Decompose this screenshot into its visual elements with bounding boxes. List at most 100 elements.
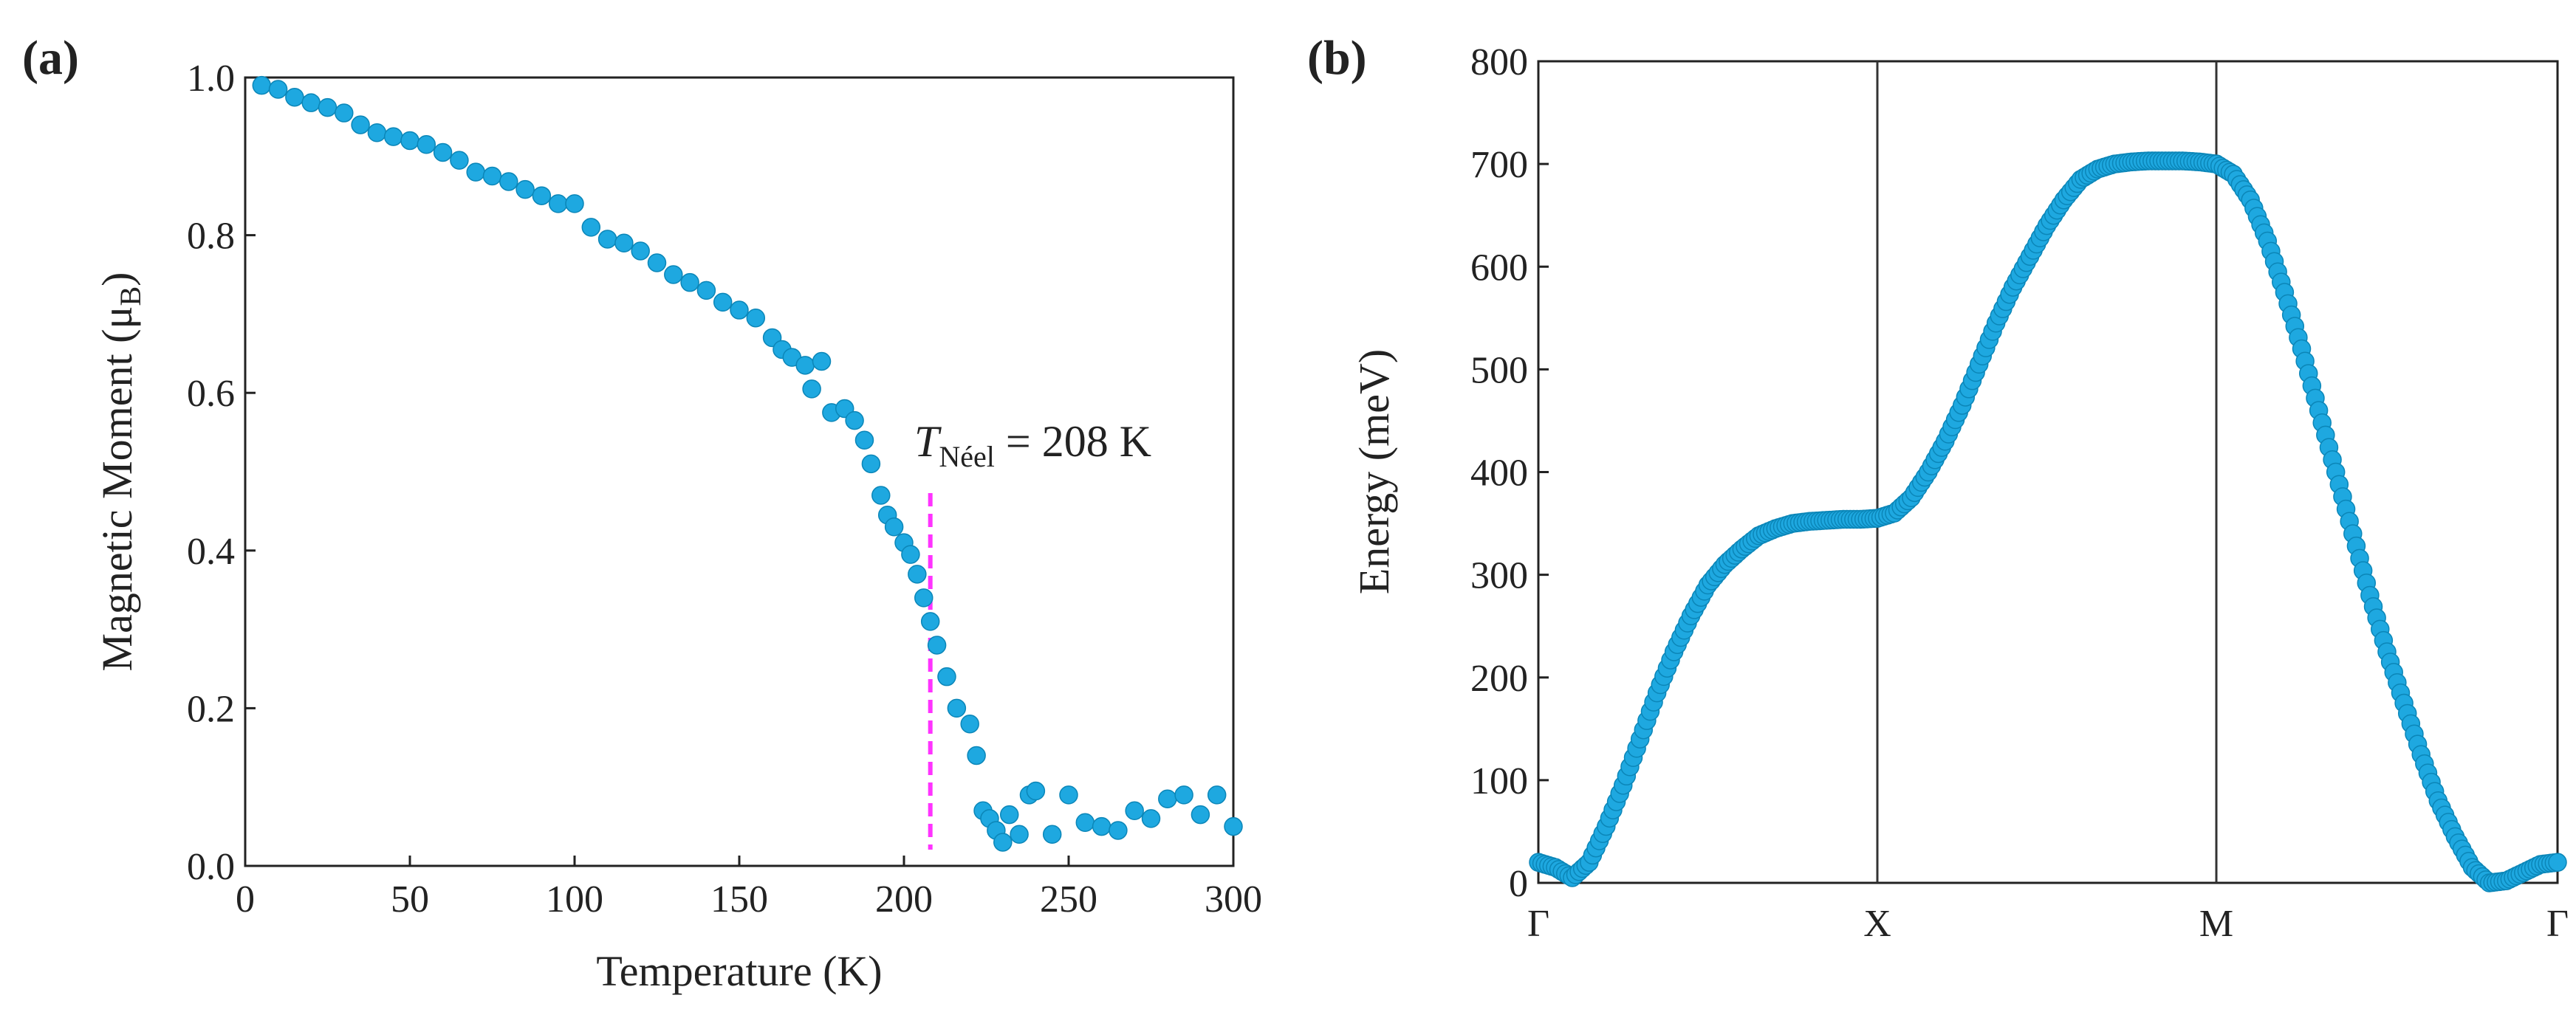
data-point bbox=[417, 135, 436, 154]
data-point bbox=[993, 833, 1013, 852]
data-point bbox=[482, 166, 502, 186]
data-point bbox=[1141, 809, 1161, 828]
data-point bbox=[730, 300, 749, 320]
data-point bbox=[597, 230, 617, 249]
data-point bbox=[696, 281, 716, 300]
y-tick-label: 0.4 bbox=[187, 531, 235, 573]
panel-a-yticks: 0.0 0.2 0.4 0.6 0.8 1.0 bbox=[187, 58, 256, 888]
data-point bbox=[746, 308, 766, 328]
y-tick-label: 200 bbox=[1470, 658, 1528, 700]
x-tick-label: Γ bbox=[2546, 903, 2569, 945]
data-point bbox=[1010, 825, 1029, 844]
data-point bbox=[565, 194, 584, 213]
data-point bbox=[1109, 821, 1128, 840]
y-tick-label: 800 bbox=[1470, 41, 1528, 83]
data-point bbox=[335, 103, 354, 123]
data-point bbox=[920, 612, 940, 631]
data-point bbox=[1075, 813, 1095, 833]
panel-b-y-axis-title: Energy (meV) bbox=[1350, 349, 1398, 594]
x-tick-label: 0 bbox=[236, 878, 255, 921]
data-point bbox=[845, 410, 864, 430]
data-point bbox=[664, 265, 683, 284]
y-tick-label: 0.8 bbox=[187, 216, 235, 258]
data-point bbox=[532, 186, 552, 205]
panel-a-data-points bbox=[252, 75, 1243, 852]
y-tick-label: 0.2 bbox=[187, 688, 235, 730]
data-point bbox=[383, 127, 403, 146]
data-point bbox=[713, 292, 733, 312]
data-point bbox=[871, 486, 891, 505]
y-tick-label: 600 bbox=[1470, 247, 1528, 289]
data-point bbox=[400, 131, 419, 151]
y-tick-label: 0.0 bbox=[187, 846, 235, 888]
y-tick-label: 1.0 bbox=[187, 58, 235, 100]
data-point bbox=[450, 151, 469, 170]
data-point bbox=[301, 93, 321, 112]
data-point bbox=[861, 454, 881, 474]
panel-b-yticks: 0 100 200 300 400 500 600 700 800 bbox=[1470, 41, 1549, 905]
data-point bbox=[960, 715, 979, 734]
data-point bbox=[1174, 785, 1193, 805]
y-tick-label: 0 bbox=[1509, 863, 1528, 905]
panel-b: (b) 0 100 200 300 400 500 600 700 800 Γ X M Γ Energ… bbox=[1307, 31, 2569, 945]
data-point bbox=[318, 97, 338, 117]
y-tick-label: 700 bbox=[1470, 144, 1528, 186]
data-point bbox=[252, 75, 272, 95]
panel-a-xticks: 0 50 100 150 200 250 300 bbox=[236, 856, 1262, 921]
data-point bbox=[914, 588, 934, 608]
dispersion-point bbox=[2548, 853, 2567, 872]
data-point bbox=[795, 356, 815, 375]
x-tick-label: X bbox=[1863, 903, 1891, 945]
data-point bbox=[1026, 781, 1046, 801]
data-point bbox=[901, 545, 920, 564]
data-point bbox=[1158, 789, 1177, 808]
data-point bbox=[937, 667, 956, 687]
data-point bbox=[647, 253, 667, 272]
x-tick-label: 50 bbox=[391, 878, 429, 921]
panel-a-y-axis-title: Magnetic Moment (μB) bbox=[93, 272, 147, 672]
x-tick-label: 200 bbox=[875, 878, 933, 921]
data-point bbox=[285, 87, 304, 107]
panel-b-dispersion-points bbox=[1529, 151, 2567, 892]
y-tick-label: 500 bbox=[1470, 349, 1528, 391]
data-point bbox=[854, 430, 874, 450]
data-point bbox=[548, 194, 568, 213]
data-point bbox=[947, 698, 967, 718]
data-point bbox=[802, 379, 821, 399]
panel-a-frame bbox=[244, 76, 1235, 867]
panel-b-high-symmetry-lines bbox=[1876, 61, 2218, 883]
panel-a-label: (a) bbox=[22, 31, 79, 85]
x-tick-label: 300 bbox=[1205, 878, 1262, 921]
data-point bbox=[927, 636, 947, 655]
data-point bbox=[884, 517, 904, 537]
data-point bbox=[812, 351, 832, 371]
x-tick-label: M bbox=[2199, 903, 2233, 945]
data-point bbox=[499, 172, 518, 191]
data-point bbox=[515, 179, 535, 199]
neel-annotation: TNéel = 208 K bbox=[914, 417, 1151, 473]
data-point bbox=[614, 233, 634, 253]
panel-a: (a) 0.0 0.2 0.4 0.6 0.8 1.0 0 50 100 150 200 250 30… bbox=[22, 31, 1262, 995]
data-point bbox=[1207, 785, 1227, 805]
data-point bbox=[1042, 825, 1062, 844]
data-point bbox=[1224, 816, 1243, 836]
data-point bbox=[1125, 801, 1144, 820]
data-point bbox=[433, 142, 453, 162]
data-point bbox=[680, 272, 699, 292]
x-tick-label: 100 bbox=[546, 878, 603, 921]
x-tick-label: Γ bbox=[1527, 903, 1549, 945]
panel-a-x-axis-title: Temperature (K) bbox=[596, 947, 882, 995]
data-point bbox=[908, 565, 927, 584]
panel-b-label: (b) bbox=[1307, 31, 1367, 85]
data-point bbox=[999, 805, 1019, 825]
x-tick-label: 150 bbox=[710, 878, 768, 921]
data-point bbox=[351, 115, 370, 134]
data-point bbox=[268, 80, 288, 99]
data-point bbox=[367, 123, 387, 142]
data-point bbox=[1059, 785, 1078, 805]
data-point bbox=[1092, 816, 1111, 836]
data-point bbox=[631, 241, 650, 261]
data-point bbox=[581, 218, 601, 237]
